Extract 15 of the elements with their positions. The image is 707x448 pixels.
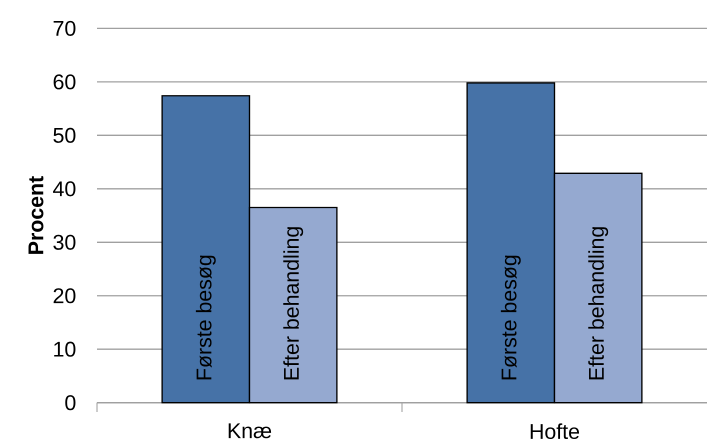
y-tick-label: 0 bbox=[65, 395, 76, 410]
y-tick-label: 30 bbox=[53, 234, 76, 250]
y-axis-title: Procent bbox=[28, 176, 44, 254]
y-tick-label: 40 bbox=[53, 181, 76, 196]
series-label: Efter behandling bbox=[283, 227, 304, 380]
y-tick-label: 60 bbox=[54, 74, 76, 90]
series-label: Første besøg bbox=[196, 256, 216, 380]
text: Første besøg bbox=[500, 256, 521, 380]
x-tick-label: Knæ bbox=[228, 423, 272, 438]
x-tick-label: Hofte bbox=[530, 423, 580, 440]
y-tick-label: 50 bbox=[53, 128, 76, 143]
y-tick-label: 70 bbox=[54, 20, 76, 36]
y-tick-label: 20 bbox=[54, 288, 76, 304]
y-tick-label: 10 bbox=[54, 342, 76, 357]
text: Efter behandling bbox=[588, 227, 608, 380]
